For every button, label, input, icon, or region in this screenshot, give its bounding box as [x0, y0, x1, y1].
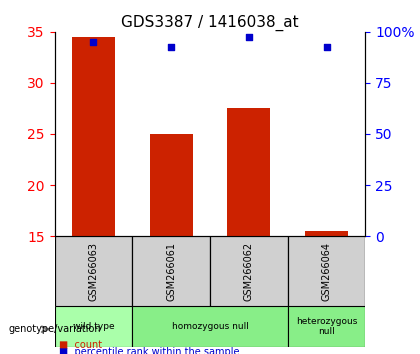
Title: GDS3387 / 1416038_at: GDS3387 / 1416038_at [121, 14, 299, 30]
FancyBboxPatch shape [55, 236, 132, 306]
Text: ■  percentile rank within the sample: ■ percentile rank within the sample [59, 347, 239, 354]
Text: ■  count: ■ count [59, 340, 102, 350]
Text: homozygous null: homozygous null [171, 322, 249, 331]
Text: heterozygous
null: heterozygous null [296, 317, 357, 336]
Text: GSM266063: GSM266063 [89, 241, 98, 301]
FancyBboxPatch shape [55, 306, 132, 347]
Point [323, 44, 330, 50]
Text: wild type: wild type [73, 322, 114, 331]
FancyBboxPatch shape [132, 306, 288, 347]
FancyBboxPatch shape [288, 306, 365, 347]
Text: GSM266062: GSM266062 [244, 241, 254, 301]
Bar [150, 134, 192, 236]
Point [245, 34, 252, 40]
Bar [228, 108, 270, 236]
FancyBboxPatch shape [132, 236, 210, 306]
FancyBboxPatch shape [288, 236, 365, 306]
Point [90, 39, 97, 45]
Text: GSM266064: GSM266064 [322, 241, 331, 301]
Text: genotype/variation: genotype/variation [8, 324, 101, 334]
FancyBboxPatch shape [210, 236, 288, 306]
Bar [72, 37, 115, 236]
Bar [305, 231, 348, 236]
Point [168, 44, 175, 50]
Text: GSM266061: GSM266061 [166, 241, 176, 301]
